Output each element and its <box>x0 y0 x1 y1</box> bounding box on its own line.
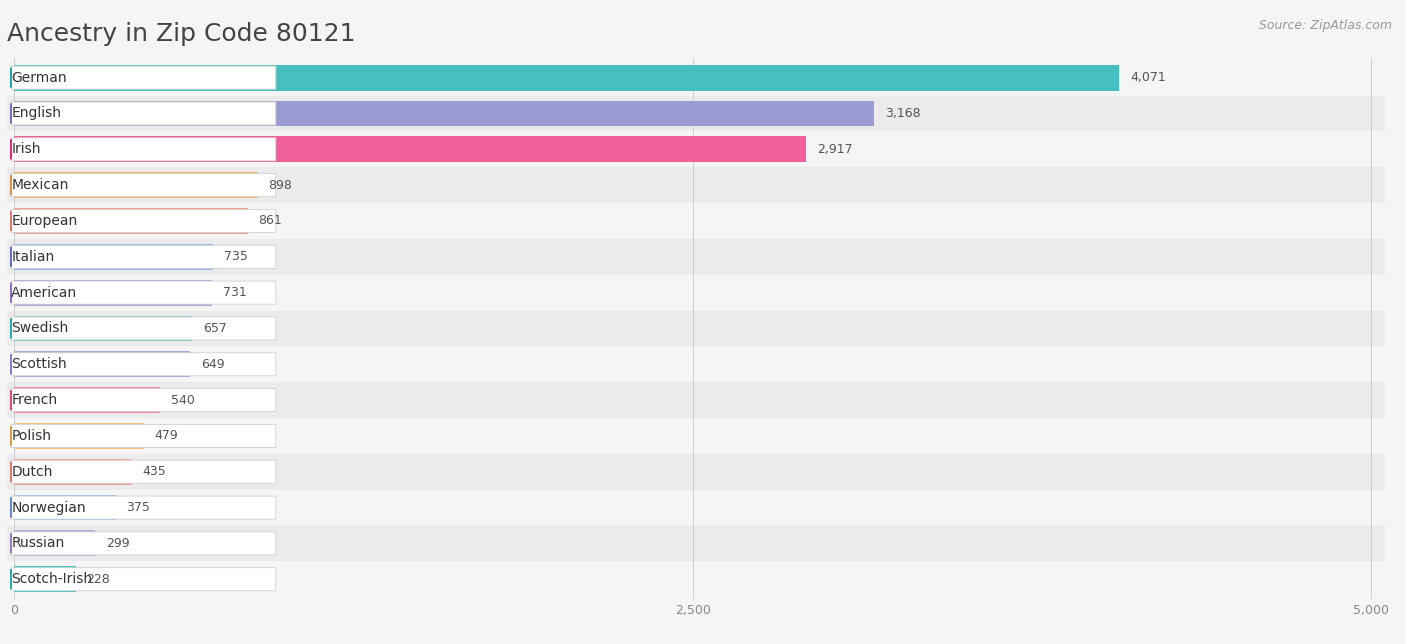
Text: German: German <box>11 71 67 84</box>
Bar <box>14 100 875 126</box>
Text: Swedish: Swedish <box>11 321 69 336</box>
FancyBboxPatch shape <box>11 568 276 591</box>
FancyBboxPatch shape <box>11 102 276 125</box>
Text: American: American <box>11 286 77 299</box>
Bar <box>14 172 257 198</box>
Bar <box>14 208 247 234</box>
Text: 299: 299 <box>105 537 129 550</box>
FancyBboxPatch shape <box>11 532 276 555</box>
Text: Polish: Polish <box>11 429 51 443</box>
Text: Scotch-Irish: Scotch-Irish <box>11 573 93 586</box>
Bar <box>14 566 76 592</box>
Text: 649: 649 <box>201 358 225 371</box>
Text: 375: 375 <box>127 501 150 514</box>
Text: 861: 861 <box>259 214 283 227</box>
FancyBboxPatch shape <box>11 353 276 376</box>
Bar <box>14 65 1119 91</box>
Text: 540: 540 <box>172 393 195 406</box>
Text: Dutch: Dutch <box>11 465 52 478</box>
Text: Italian: Italian <box>11 250 55 264</box>
Text: French: French <box>11 393 58 407</box>
Text: 657: 657 <box>202 322 226 335</box>
Text: 479: 479 <box>155 430 179 442</box>
Text: Ancestry in Zip Code 80121: Ancestry in Zip Code 80121 <box>7 23 356 46</box>
Text: 898: 898 <box>269 178 292 192</box>
FancyBboxPatch shape <box>11 388 276 412</box>
FancyBboxPatch shape <box>11 138 276 161</box>
Text: 435: 435 <box>143 465 166 478</box>
Bar <box>14 244 214 270</box>
Text: Russian: Russian <box>11 536 65 551</box>
Bar <box>7 239 1406 275</box>
Text: 3,168: 3,168 <box>884 107 921 120</box>
Bar <box>14 387 160 413</box>
FancyBboxPatch shape <box>11 209 276 232</box>
Text: Norwegian: Norwegian <box>11 500 86 515</box>
Bar <box>7 382 1406 418</box>
Bar <box>7 131 1406 167</box>
Text: Scottish: Scottish <box>11 357 67 371</box>
Bar <box>7 454 1406 489</box>
FancyBboxPatch shape <box>11 281 276 304</box>
Text: Irish: Irish <box>11 142 41 156</box>
FancyBboxPatch shape <box>11 66 276 89</box>
Bar <box>7 526 1406 562</box>
Bar <box>14 495 115 520</box>
Bar <box>7 203 1406 239</box>
Bar <box>7 310 1406 346</box>
Text: 731: 731 <box>224 286 247 299</box>
Bar <box>7 562 1406 597</box>
Text: English: English <box>11 106 62 120</box>
Bar <box>14 279 212 305</box>
FancyBboxPatch shape <box>11 245 276 269</box>
Bar <box>7 167 1406 203</box>
Bar <box>7 489 1406 526</box>
Bar <box>14 459 132 485</box>
Bar <box>14 423 143 449</box>
Text: European: European <box>11 214 77 228</box>
Text: 4,071: 4,071 <box>1130 71 1166 84</box>
Text: 735: 735 <box>224 251 247 263</box>
Bar <box>7 95 1406 131</box>
FancyBboxPatch shape <box>11 460 276 483</box>
Bar <box>14 531 96 556</box>
Bar <box>7 60 1406 95</box>
FancyBboxPatch shape <box>11 174 276 196</box>
FancyBboxPatch shape <box>11 317 276 340</box>
Text: 2,917: 2,917 <box>817 143 852 156</box>
Bar <box>14 316 193 341</box>
Bar <box>7 418 1406 454</box>
FancyBboxPatch shape <box>11 496 276 519</box>
Bar <box>7 346 1406 382</box>
Bar <box>14 137 806 162</box>
Text: Mexican: Mexican <box>11 178 69 192</box>
FancyBboxPatch shape <box>11 424 276 448</box>
Text: Source: ZipAtlas.com: Source: ZipAtlas.com <box>1258 19 1392 32</box>
Bar <box>14 352 190 377</box>
Bar <box>7 275 1406 310</box>
Text: 228: 228 <box>87 573 110 585</box>
